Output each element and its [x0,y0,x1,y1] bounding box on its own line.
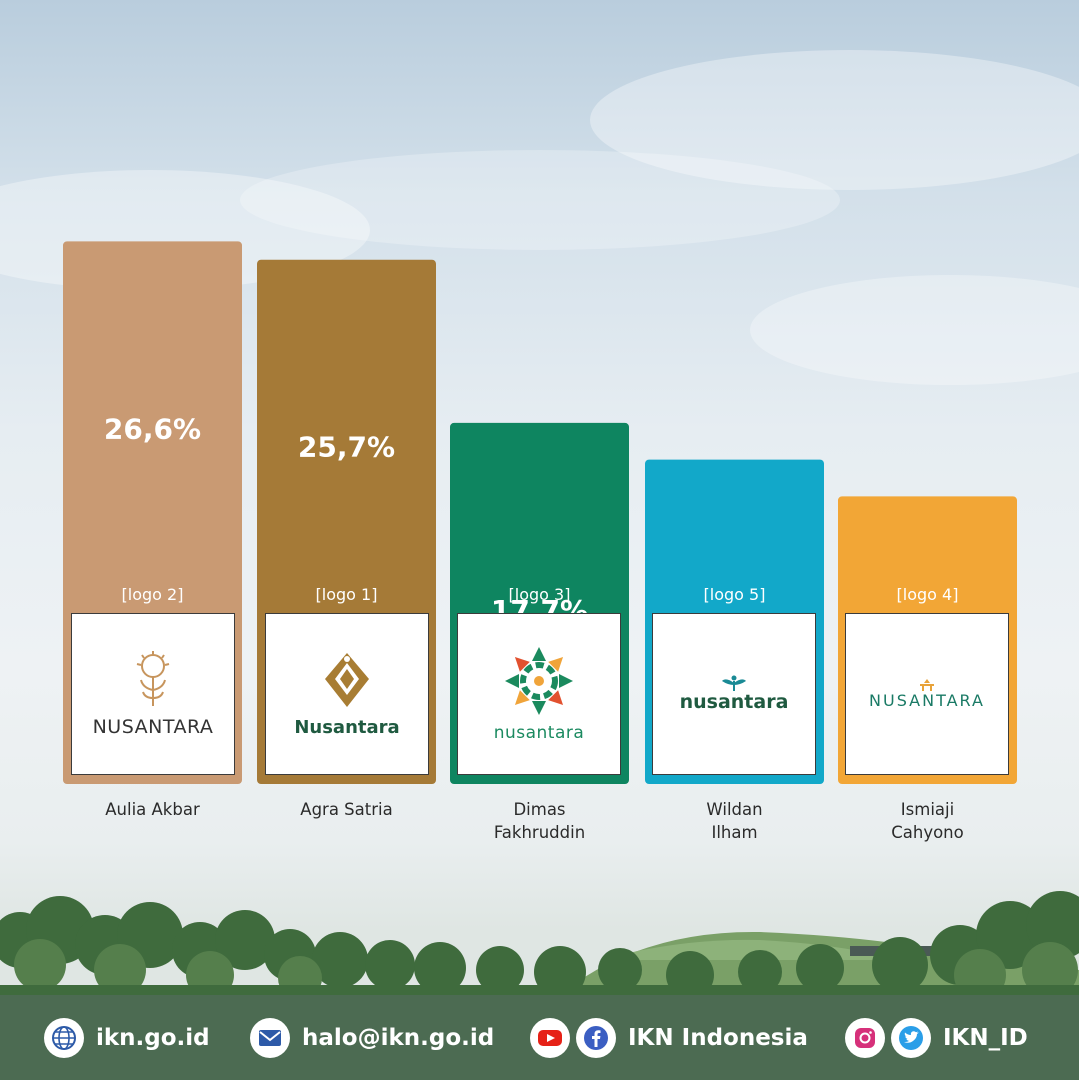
footer-bar: ikn.go.id halo@ikn.go.id IKN Indonesia [0,995,1079,1080]
email-link[interactable]: halo@ikn.go.id [250,995,494,1080]
category-label: Fakhruddin [494,823,585,842]
facebook-icon [576,1017,616,1058]
bar-caption-label: [logo 3] [509,585,571,604]
logo-card-3: nusantara [457,613,621,775]
logo-3-wordmark: nusantara [493,723,585,743]
sprout-icon [722,675,746,691]
sun-tree-emblem-icon [136,651,170,706]
star-flower-emblem-icon [505,647,573,715]
logo-card-1: Nusantara [265,613,429,775]
bar-caption-label: [logo 5] [704,585,766,604]
bar-value-label: 25,7% [298,431,395,464]
forest-landscape [0,891,1079,995]
logo-4-wordmark: NUSANTARA [869,690,985,710]
bar-caption-label: [logo 4] [897,585,959,604]
category-label: Wildan [706,800,762,819]
category-label: Agra Satria [300,800,392,819]
mail-icon [250,1017,290,1058]
social-ikn-indonesia[interactable]: IKN Indonesia [530,995,808,1080]
bar-caption-label: [logo 1] [316,585,378,604]
pillar-mark-icon [920,678,934,691]
category-label: Dimas [513,800,565,819]
website-link[interactable]: ikn.go.id [44,995,210,1080]
globe-icon [44,1017,84,1058]
logo-2-wordmark: NUSANTARA [92,716,214,738]
instagram-icon [845,1017,885,1058]
logo-5-wordmark: nusantara [679,691,789,713]
email-text: halo@ikn.go.id [302,1024,495,1051]
social-a-text: IKN Indonesia [628,1024,808,1051]
category-label: Cahyono [891,823,964,842]
website-text: ikn.go.id [96,1024,210,1051]
social-ikn-id[interactable]: IKN_ID [845,995,1028,1080]
category-label: Ilham [711,823,757,842]
logo-1-wordmark: Nusantara [294,716,400,738]
logo-card-2: NUSANTARA [71,613,235,775]
youtube-icon [530,1017,570,1058]
category-label: Aulia Akbar [105,800,200,819]
social-b-text: IKN_ID [943,1024,1028,1051]
bar-caption-label: [logo 2] [122,585,184,604]
logo-card-4: NUSANTARA [845,613,1009,775]
twitter-icon [891,1017,931,1058]
category-label: Ismiaji [901,800,954,819]
diamond-tree-emblem-icon [325,652,369,707]
logo-card-5: nusantara [652,613,816,775]
bar-value-label: 26,6% [104,412,201,445]
